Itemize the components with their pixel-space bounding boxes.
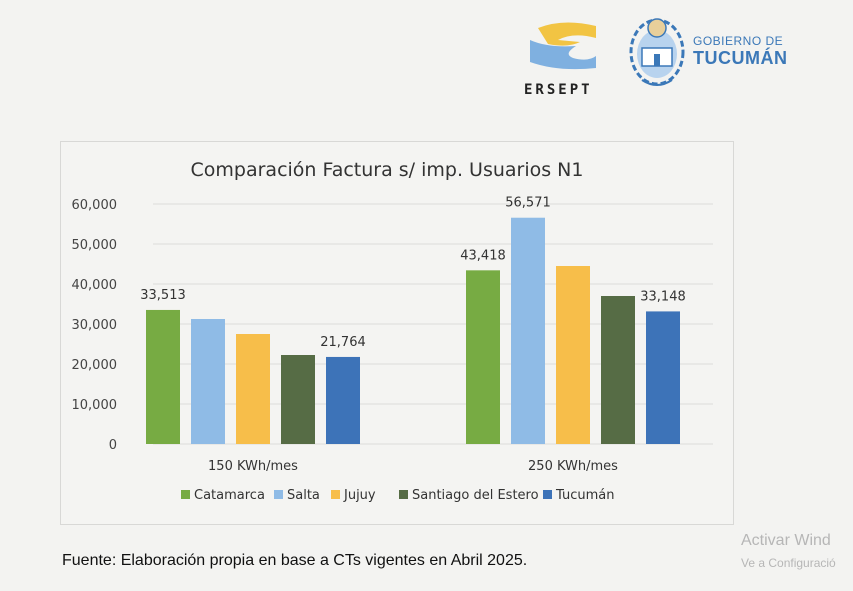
y-tick-label: 30,000 <box>72 318 118 333</box>
data-label: 33,513 <box>140 288 186 303</box>
bars <box>146 217 680 444</box>
gov-logo-line2: TUCUMÁN <box>693 48 788 68</box>
legend-label: Catamarca <box>194 488 265 503</box>
bar-salta-150 <box>191 319 225 444</box>
legend-label: Santiago del Estero <box>412 488 539 503</box>
bar-salta-250 <box>511 217 545 444</box>
bar-catamarca-250 <box>466 270 500 444</box>
legend-swatch <box>331 490 340 499</box>
data-label: 56,571 <box>505 196 551 211</box>
y-tick-label: 10,000 <box>72 398 118 413</box>
bar-catamarca-150 <box>146 309 180 444</box>
ersept-logo-icon <box>530 22 596 70</box>
bar-jujuy-150 <box>236 334 270 444</box>
legend-swatch <box>543 490 552 499</box>
header-logos: ERSEPT GOBIERNO DE TUCUMÁN <box>520 12 850 102</box>
x-category-label: 150 KWh/mes <box>208 459 298 474</box>
legend-label: Salta <box>287 488 320 503</box>
source-note: Fuente: Elaboración propia en base a CTs… <box>62 552 528 569</box>
legend-swatch <box>399 490 408 499</box>
ersept-logo-text: ERSEPT <box>524 82 593 98</box>
y-axis-ticks: 0 10,000 20,000 30,000 40,000 50,000 60,000 <box>72 198 118 453</box>
y-tick-label: 20,000 <box>72 358 118 373</box>
windows-activation-title: Activar Wind <box>741 532 831 549</box>
bar-chart: Comparación Factura s/ imp. Usuarios N1 … <box>72 159 713 503</box>
gov-logo-line1: GOBIERNO DE <box>693 34 784 48</box>
bar-tucumán-250 <box>646 311 680 444</box>
data-labels: 33,513 21,764 43,418 56,571 33,148 <box>140 196 686 350</box>
chart-title: Comparación Factura s/ imp. Usuarios N1 <box>191 159 584 181</box>
bar-santiago-del-estero-150 <box>281 355 315 444</box>
bar-tucumán-150 <box>326 356 360 444</box>
x-axis-labels: 150 KWh/mes 250 KWh/mes <box>208 459 618 474</box>
y-tick-label: 50,000 <box>72 238 118 253</box>
data-label: 43,418 <box>460 248 506 263</box>
legend-label: Tucumán <box>555 488 614 503</box>
data-label: 21,764 <box>320 335 366 350</box>
tucuman-seal-icon <box>629 18 685 86</box>
y-tick-label: 40,000 <box>72 278 118 293</box>
data-label: 33,148 <box>640 289 686 304</box>
bar-jujuy-250 <box>556 266 590 444</box>
legend-swatch <box>274 490 283 499</box>
bar-santiago-del-estero-250 <box>601 296 635 444</box>
y-tick-label: 60,000 <box>72 198 118 213</box>
legend-swatch <box>181 490 190 499</box>
x-category-label: 250 KWh/mes <box>528 459 618 474</box>
legend-label: Jujuy <box>343 488 376 503</box>
chart-area: Comparación Factura s/ imp. Usuarios N1 … <box>60 141 734 525</box>
y-tick-label: 0 <box>109 438 117 453</box>
legend: Catamarca Salta Jujuy Santiago del Estero Tu… <box>181 488 614 503</box>
windows-activation-subtitle: Ve a Configuració <box>741 556 836 570</box>
